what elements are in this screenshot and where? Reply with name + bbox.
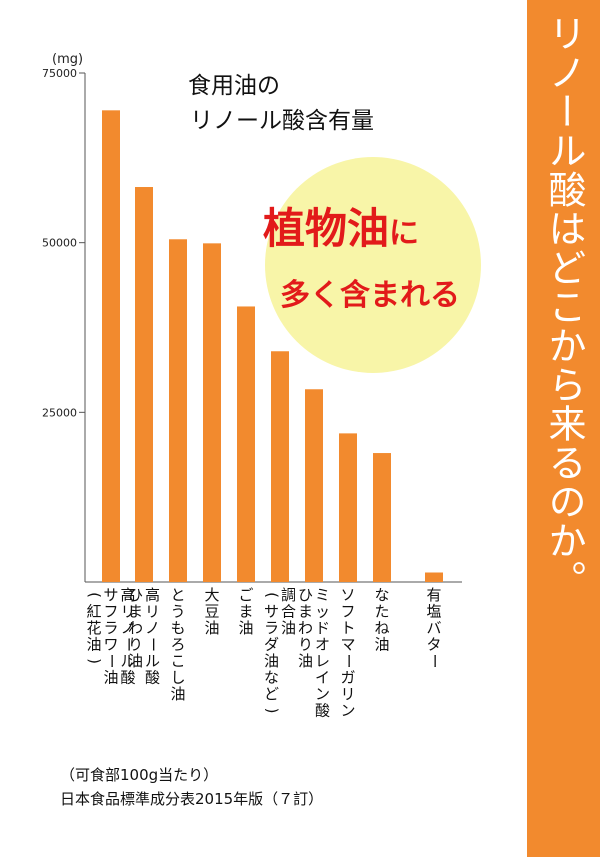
x-tick-label-line: 調合油 — [281, 586, 296, 637]
x-tick-label: 大豆油 — [204, 586, 219, 637]
x-tick-label-glyph: ( — [86, 592, 104, 598]
chart-title-line-2: リノール酸含有量 — [190, 108, 374, 134]
x-tick-label-line: 高リノル酸 — [120, 586, 135, 687]
footnote-basis: （可食部100g当たり） — [60, 766, 219, 784]
y-unit-label: (mg) — [52, 52, 83, 67]
x-tick-label-line: とうもろこし油 — [170, 586, 185, 703]
bar — [271, 351, 289, 582]
bar — [305, 389, 323, 582]
x-tick-label-glyph: ) — [86, 658, 104, 664]
highlight-word: 植物油 — [263, 204, 389, 253]
x-tick-label-line: サフラワ油 — [103, 586, 118, 687]
x-tick-label-line: ごま油 — [238, 586, 253, 637]
x-tick-label-glyph: ー — [144, 637, 162, 652]
x-tick-label: 調合油() サラダ油など — [263, 586, 296, 713]
x-tick-label-line: 大豆油 — [204, 586, 219, 637]
y-tick-label: 75000 — [42, 67, 77, 80]
bar — [203, 243, 221, 582]
x-tick-label-line: サラダ油など — [264, 603, 279, 704]
chart-title-line-1: 食用油の — [188, 73, 280, 99]
x-tick-label-glyph: ) — [263, 708, 281, 714]
x-tick-label-line: なたね油 — [374, 586, 389, 654]
bar — [135, 187, 153, 583]
y-ticks: 25000 50000 75000 — [42, 67, 85, 419]
x-tick-label-line: 有塩バタ — [426, 586, 441, 654]
bar — [169, 239, 187, 583]
y-tick-label: 50000 — [42, 237, 77, 250]
highlight-bubble — [265, 157, 481, 373]
side-banner: リノール酸はどこから来るのか。 — [527, 0, 600, 857]
bar — [102, 110, 120, 583]
x-tick-label: なたね油 — [374, 586, 389, 654]
bars — [102, 110, 443, 583]
x-tick-label-line: ソフトマガリン — [340, 586, 355, 720]
x-tick-label-line: ひまわり油 — [298, 586, 313, 670]
x-tick-label-line: 高リノル酸 — [145, 586, 160, 687]
highlight-particle: に — [389, 216, 419, 251]
x-tick-label: ごま油 — [238, 586, 253, 637]
highlight-text-line-2: 多く含まれる — [280, 278, 460, 313]
footnote-source: 日本食品標準成分表2015年版（７訂） — [60, 790, 324, 808]
bar — [339, 433, 357, 582]
x-tick-label-line: 紅花油 — [86, 603, 101, 654]
bar — [373, 453, 391, 582]
bar — [425, 572, 443, 582]
x-tick-label-glyph: ー — [103, 653, 121, 668]
bar — [237, 306, 255, 582]
x-tick-label-glyph: ー — [340, 653, 358, 668]
x-tick-label-glyph: ー — [426, 653, 444, 668]
x-tick-label-glyph: ( — [263, 592, 281, 598]
x-tick-label-glyph: ー — [120, 637, 138, 652]
x-tick-label-line: ひまわり油 — [128, 586, 143, 670]
x-tick-label: とうもろこし油 — [170, 586, 185, 703]
y-tick-label: 25000 — [42, 406, 77, 419]
x-tick-label-line: ミッドオレイン酸 — [315, 586, 330, 720]
side-title: リノール酸はどこから来るのか。 — [542, 14, 586, 599]
highlight-text-line-1: 植物油に — [263, 204, 419, 253]
